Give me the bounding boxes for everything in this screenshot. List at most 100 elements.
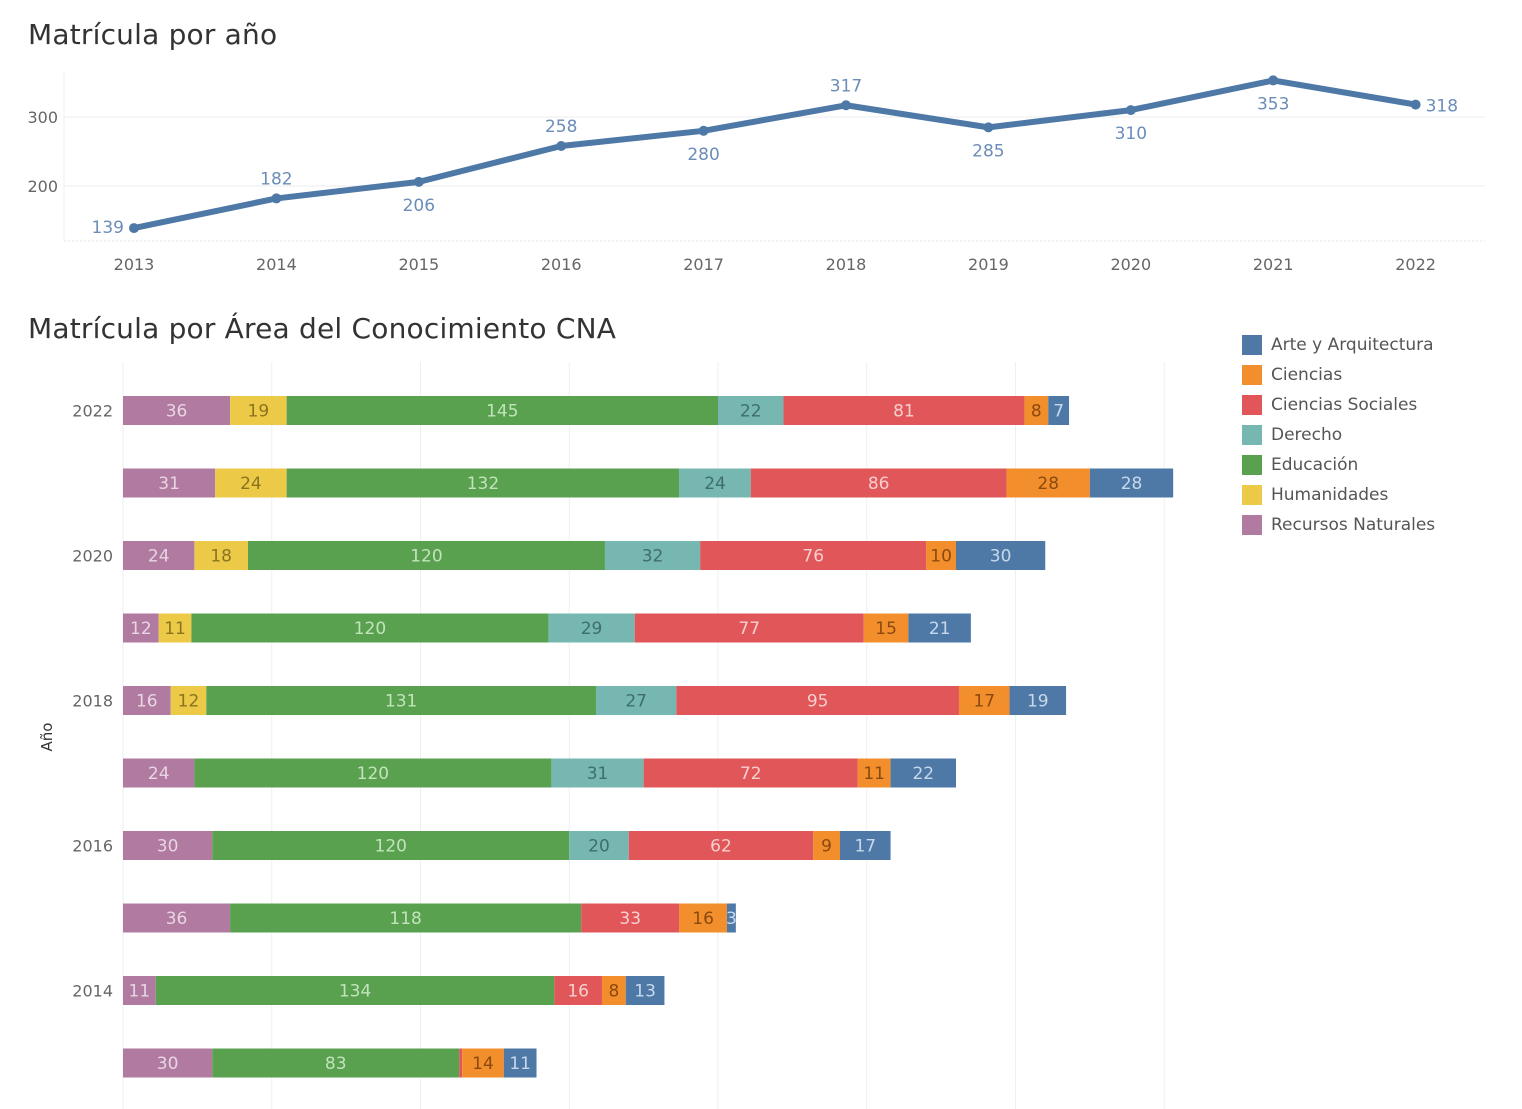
- bar-segment: [908, 613, 971, 643]
- bar-segment: [643, 758, 858, 788]
- bar-data-label: 12: [130, 619, 152, 639]
- legend-item[interactable]: Humanidades: [1242, 480, 1435, 510]
- line-point: [1410, 99, 1421, 110]
- bar-data-label: 17: [854, 837, 876, 857]
- line-point: [1125, 105, 1136, 116]
- legend-swatch: [1242, 395, 1262, 415]
- bar-data-label: 24: [240, 474, 262, 494]
- bar-segment: [1009, 686, 1067, 715]
- x-tick-label: 2021: [1253, 255, 1294, 274]
- bar-segment: [123, 831, 213, 860]
- bar-data-label: 8: [1031, 402, 1042, 422]
- bar-data-label: 24: [704, 474, 726, 494]
- bar-data-label: 72: [740, 764, 762, 784]
- line-data-label: 353: [1257, 94, 1289, 114]
- bar-segment: [926, 541, 956, 570]
- bar-segment: [554, 976, 602, 1005]
- bar-data-label: 86: [868, 474, 890, 494]
- bar-data-label: 19: [248, 402, 270, 422]
- bar-data-label: 95: [807, 692, 829, 712]
- bar-data-label: 15: [875, 619, 897, 639]
- legend-item[interactable]: Recursos Naturales: [1242, 510, 1435, 540]
- bar-segment: [813, 831, 840, 860]
- bar-data-label: 11: [164, 619, 186, 639]
- bar-data-label: 36: [166, 402, 188, 422]
- legend-label: Educación: [1271, 455, 1359, 475]
- bar-data-label: 131: [385, 692, 417, 712]
- legend-swatch: [1242, 515, 1262, 535]
- bar-segment: [700, 541, 927, 570]
- legend-item[interactable]: Arte y Arquitectura: [1242, 330, 1435, 360]
- legend-label: Ciencias Sociales: [1271, 395, 1418, 415]
- bar-data-label: 24: [148, 764, 170, 784]
- bar-data-label: 33: [619, 909, 641, 929]
- bar-segment: [212, 1048, 460, 1078]
- y-category-label: 2020: [72, 547, 113, 566]
- line-data-label: 206: [403, 196, 435, 216]
- bar-segment: [863, 613, 909, 643]
- bar-data-label: 22: [740, 402, 762, 422]
- legend-item[interactable]: Derecho: [1242, 420, 1435, 450]
- bar-data-label: 30: [157, 837, 179, 857]
- bar-segment: [628, 831, 814, 860]
- line-chart-title: Matrícula por año: [28, 18, 278, 51]
- legend-swatch: [1242, 485, 1262, 505]
- y-tick-label: 300: [27, 108, 58, 127]
- bar-segment: [286, 396, 718, 425]
- bar-segment: [158, 613, 192, 643]
- bar-segment: [857, 758, 891, 788]
- legend-label: Humanidades: [1271, 485, 1389, 505]
- bar-segment: [551, 758, 644, 788]
- bar-segment: [194, 758, 552, 788]
- bar-segment: [569, 831, 629, 860]
- bar-data-label: 21: [929, 619, 951, 639]
- y-tick-label: 200: [27, 177, 58, 196]
- bar-segment: [123, 1048, 213, 1078]
- line-point: [1268, 75, 1279, 86]
- bar-data-label: 11: [509, 1054, 531, 1074]
- bar-segment: [123, 758, 195, 788]
- x-tick-label: 2015: [398, 255, 439, 274]
- bar-segment: [676, 686, 959, 715]
- bar-data-label: 28: [1037, 474, 1059, 494]
- bar-data-label: 76: [802, 547, 824, 567]
- bar-data-label: 12: [178, 692, 200, 712]
- bar-segment: [1048, 396, 1070, 425]
- bar-data-label: 32: [642, 547, 664, 567]
- x-tick-label: 2018: [826, 255, 867, 274]
- bar-data-label: 120: [410, 547, 442, 567]
- bar-data-label: 30: [157, 1054, 179, 1074]
- legend-label: Arte y Arquitectura: [1271, 335, 1434, 355]
- line-point: [983, 122, 994, 133]
- bar-segment: [123, 613, 159, 643]
- bar-segment: [548, 613, 635, 643]
- legend-label: Derecho: [1271, 425, 1343, 445]
- bar-data-label: 81: [893, 402, 915, 422]
- bar-segment: [503, 1048, 537, 1078]
- bar-segment: [679, 903, 727, 933]
- bar-segment: [191, 613, 549, 643]
- bar-data-label: 19: [1027, 692, 1049, 712]
- bar-data-label: 24: [148, 547, 170, 567]
- legend-item[interactable]: Ciencias Sociales: [1242, 390, 1435, 420]
- legend-item[interactable]: Ciencias: [1242, 360, 1435, 390]
- bar-segment: [839, 831, 891, 860]
- bar-data-label: 16: [567, 982, 589, 1002]
- bar-segment: [718, 396, 784, 425]
- line-point: [698, 125, 709, 136]
- bar-data-label: 22: [912, 764, 934, 784]
- bar-segment: [123, 396, 231, 425]
- bar-data-label: 77: [738, 619, 760, 639]
- legend-item[interactable]: Educación: [1242, 450, 1435, 480]
- bar-data-label: 120: [357, 764, 389, 784]
- bar-data-label: 132: [467, 474, 499, 494]
- bar-data-label: 16: [692, 909, 714, 929]
- bar-data-label: 13: [634, 982, 656, 1002]
- line-data-label: 285: [972, 141, 1004, 161]
- bar-segment: [581, 903, 680, 933]
- bar-segment: [123, 541, 195, 570]
- bar-segment: [783, 396, 1025, 425]
- bar-data-label: 31: [158, 474, 180, 494]
- bar-segment: [230, 396, 287, 425]
